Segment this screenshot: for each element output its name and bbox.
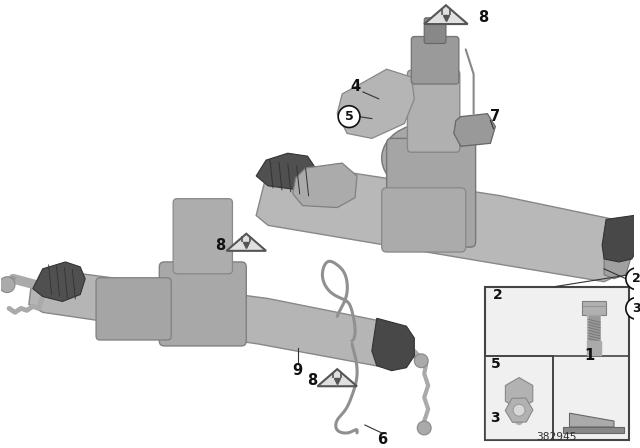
Polygon shape (337, 69, 414, 138)
Bar (486, 356, 553, 440)
Polygon shape (33, 262, 85, 302)
FancyBboxPatch shape (159, 262, 246, 346)
FancyBboxPatch shape (381, 188, 466, 252)
Polygon shape (317, 369, 357, 386)
Polygon shape (570, 413, 614, 427)
FancyBboxPatch shape (424, 18, 446, 43)
Polygon shape (424, 5, 468, 24)
Circle shape (626, 268, 640, 289)
Text: 7: 7 (490, 109, 500, 124)
Polygon shape (256, 160, 624, 282)
Polygon shape (227, 234, 266, 251)
Polygon shape (454, 114, 495, 146)
Text: 2: 2 (492, 288, 502, 302)
FancyBboxPatch shape (387, 138, 476, 247)
Text: 5: 5 (490, 357, 500, 371)
Polygon shape (604, 232, 632, 279)
Circle shape (0, 277, 15, 293)
Text: 3: 3 (632, 302, 640, 315)
Polygon shape (29, 269, 412, 368)
Polygon shape (372, 318, 414, 370)
Text: 5: 5 (345, 110, 353, 123)
FancyBboxPatch shape (412, 37, 459, 84)
Ellipse shape (381, 124, 470, 193)
FancyBboxPatch shape (408, 70, 460, 152)
Text: 8: 8 (478, 10, 488, 25)
Text: 9: 9 (292, 363, 303, 378)
Text: 8: 8 (216, 237, 226, 253)
Text: 3: 3 (490, 411, 500, 425)
Text: 6: 6 (377, 432, 387, 448)
Text: 382945: 382945 (536, 432, 577, 442)
Circle shape (414, 354, 428, 368)
Circle shape (513, 404, 525, 416)
Text: 4: 4 (350, 79, 360, 95)
Circle shape (338, 106, 360, 128)
Text: 1: 1 (584, 349, 595, 363)
Bar (582, 302, 606, 315)
FancyBboxPatch shape (173, 198, 232, 274)
Bar (486, 287, 629, 440)
Polygon shape (602, 215, 639, 262)
FancyBboxPatch shape (96, 278, 171, 340)
Text: 8: 8 (307, 373, 317, 388)
Text: 2: 2 (632, 272, 640, 285)
Circle shape (417, 421, 431, 435)
Polygon shape (292, 163, 357, 207)
Polygon shape (563, 427, 624, 433)
Circle shape (626, 297, 640, 319)
Polygon shape (256, 153, 316, 190)
